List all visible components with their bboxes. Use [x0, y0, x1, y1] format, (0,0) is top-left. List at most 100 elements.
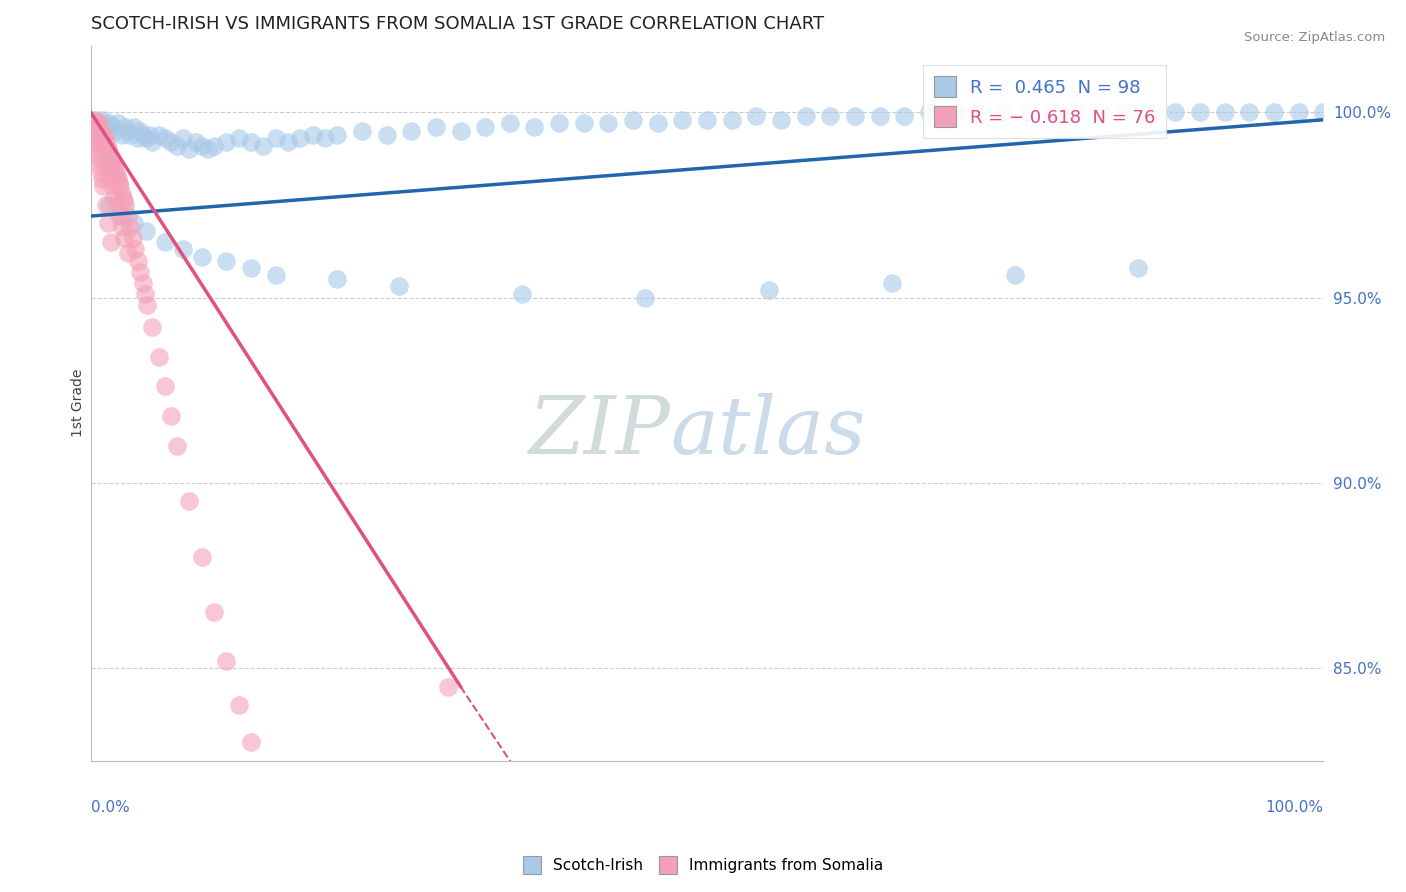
Point — [499, 116, 522, 130]
Point — [101, 157, 124, 171]
Point — [1263, 105, 1285, 120]
Point — [745, 109, 768, 123]
Point — [153, 131, 176, 145]
Point — [572, 116, 595, 130]
Point — [117, 209, 139, 223]
Point — [141, 135, 163, 149]
Point — [83, 120, 105, 135]
Point — [110, 186, 132, 201]
Point — [98, 116, 121, 130]
Point — [621, 112, 644, 127]
Point — [114, 120, 136, 135]
Point — [98, 172, 121, 186]
Point — [127, 131, 149, 145]
Point — [1066, 105, 1088, 120]
Point — [301, 128, 323, 142]
Point — [89, 116, 111, 130]
Point — [120, 220, 142, 235]
Text: SCOTCH-IRISH VS IMMIGRANTS FROM SOMALIA 1ST GRADE CORRELATION CHART: SCOTCH-IRISH VS IMMIGRANTS FROM SOMALIA … — [91, 15, 824, 33]
Point — [104, 124, 127, 138]
Point — [112, 194, 135, 209]
Point — [172, 131, 194, 145]
Point — [1004, 268, 1026, 283]
Point — [108, 209, 131, 223]
Point — [215, 253, 238, 268]
Point — [240, 135, 263, 149]
Point — [127, 253, 149, 268]
Point — [375, 128, 398, 142]
Point — [111, 190, 134, 204]
Point — [101, 120, 124, 135]
Point — [96, 161, 118, 175]
Point — [90, 116, 112, 130]
Point — [228, 698, 250, 712]
Point — [135, 224, 157, 238]
Point — [510, 286, 533, 301]
Point — [107, 172, 129, 186]
Point — [100, 150, 122, 164]
Point — [264, 268, 287, 283]
Point — [110, 220, 132, 235]
Point — [131, 128, 153, 142]
Point — [122, 120, 145, 135]
Point — [160, 135, 183, 149]
Point — [112, 231, 135, 245]
Point — [350, 124, 373, 138]
Point — [548, 116, 571, 130]
Point — [98, 146, 121, 161]
Point — [1017, 105, 1039, 120]
Point — [97, 217, 120, 231]
Point — [93, 153, 115, 168]
Point — [91, 112, 114, 127]
Point — [290, 131, 312, 145]
Point — [967, 105, 990, 120]
Point — [131, 276, 153, 290]
Point — [634, 291, 657, 305]
Point — [87, 120, 110, 135]
Point — [1213, 105, 1236, 120]
Point — [100, 153, 122, 168]
Point — [202, 606, 225, 620]
Point — [153, 379, 176, 393]
Point — [166, 138, 188, 153]
Point — [90, 164, 112, 178]
Text: Source: ZipAtlas.com: Source: ZipAtlas.com — [1244, 31, 1385, 45]
Point — [139, 128, 162, 142]
Point — [103, 190, 125, 204]
Point — [94, 198, 117, 212]
Point — [179, 494, 201, 508]
Point — [425, 120, 447, 135]
Point — [523, 120, 546, 135]
Point — [215, 654, 238, 668]
Point — [696, 112, 718, 127]
Point — [83, 112, 105, 127]
Point — [129, 265, 152, 279]
Point — [240, 735, 263, 749]
Point — [89, 135, 111, 149]
Point — [89, 157, 111, 171]
Point — [94, 120, 117, 135]
Point — [153, 235, 176, 249]
Point — [117, 124, 139, 138]
Point — [136, 298, 159, 312]
Point — [105, 198, 128, 212]
Point — [1239, 105, 1261, 120]
Point — [277, 135, 299, 149]
Point — [388, 279, 411, 293]
Point — [148, 350, 170, 364]
Point — [84, 135, 107, 149]
Point — [450, 124, 472, 138]
Point — [104, 164, 127, 178]
Point — [100, 235, 122, 249]
Point — [1164, 105, 1187, 120]
Point — [1128, 260, 1150, 275]
Point — [437, 680, 460, 694]
Point — [90, 124, 112, 138]
Point — [991, 105, 1014, 120]
Point — [869, 109, 891, 123]
Point — [166, 439, 188, 453]
Point — [1312, 105, 1334, 120]
Point — [228, 131, 250, 145]
Point — [122, 217, 145, 231]
Point — [103, 161, 125, 175]
